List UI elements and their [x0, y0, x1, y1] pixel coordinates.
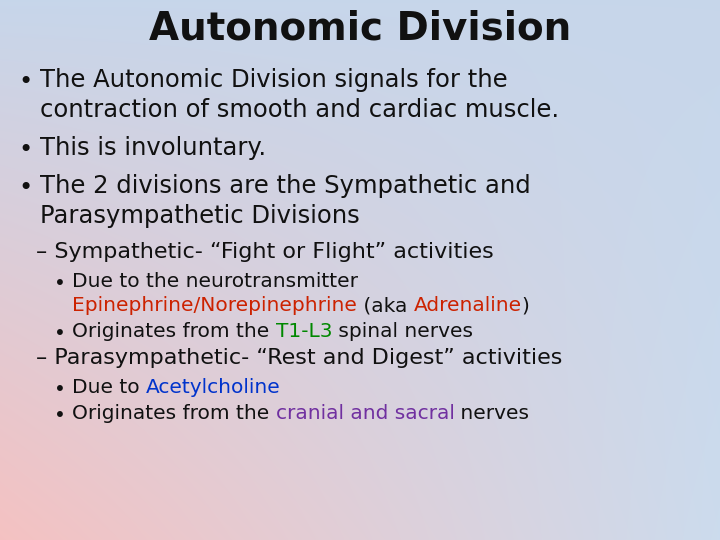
Text: Originates from the: Originates from the — [72, 404, 276, 423]
Text: nerves: nerves — [454, 404, 529, 423]
Text: T1-L3: T1-L3 — [276, 322, 332, 341]
Text: The 2 divisions are the Sympathetic and: The 2 divisions are the Sympathetic and — [40, 174, 531, 198]
Text: •: • — [18, 138, 32, 162]
Text: This is involuntary.: This is involuntary. — [40, 136, 266, 160]
Text: •: • — [18, 176, 32, 200]
Text: (aka: (aka — [357, 296, 413, 315]
Text: The Autonomic Division signals for the: The Autonomic Division signals for the — [40, 68, 508, 92]
Text: Autonomic Division: Autonomic Division — [149, 10, 571, 48]
Text: cranial and sacral: cranial and sacral — [276, 404, 454, 423]
Text: Epinephrine/Norepinephrine: Epinephrine/Norepinephrine — [72, 296, 357, 315]
Text: ): ) — [522, 296, 530, 315]
Text: Acetylcholine: Acetylcholine — [146, 378, 281, 397]
Text: •: • — [54, 324, 66, 343]
Text: Parasympathetic Divisions: Parasympathetic Divisions — [40, 204, 360, 228]
Text: •: • — [54, 380, 66, 399]
Text: Adrenaline: Adrenaline — [413, 296, 522, 315]
Text: spinal nerves: spinal nerves — [332, 322, 473, 341]
Text: Due to: Due to — [72, 378, 146, 397]
Text: contraction of smooth and cardiac muscle.: contraction of smooth and cardiac muscle… — [40, 98, 559, 122]
Text: •: • — [54, 274, 66, 293]
Text: – Parasympathetic- “Rest and Digest” activities: – Parasympathetic- “Rest and Digest” act… — [36, 348, 562, 368]
Text: Due to the neurotransmitter: Due to the neurotransmitter — [72, 272, 358, 291]
Text: •: • — [54, 406, 66, 425]
Text: – Sympathetic- “Fight or Flight” activities: – Sympathetic- “Fight or Flight” activit… — [36, 242, 494, 262]
Text: •: • — [18, 70, 32, 94]
Text: Originates from the: Originates from the — [72, 322, 276, 341]
